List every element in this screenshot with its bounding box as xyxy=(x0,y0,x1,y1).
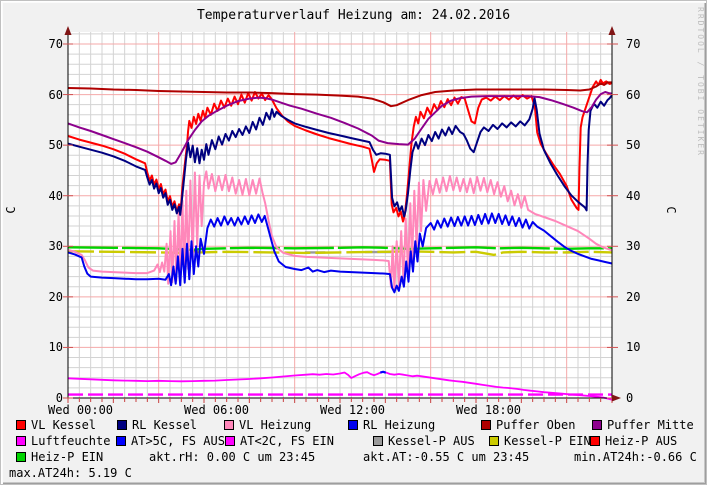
legend-swatch-icon xyxy=(592,420,602,430)
x-axis-arrow-icon xyxy=(612,394,621,402)
y-axis-tick-label-left: 0 xyxy=(55,391,63,405)
series-puffer-oben xyxy=(67,81,612,108)
y-axis-tick-label-left: 10 xyxy=(48,340,63,355)
legend-label: Heiz-P AUS xyxy=(605,434,678,448)
legend-label: Heiz-P EIN xyxy=(31,450,104,464)
legend-label: VL Heizung xyxy=(239,418,312,432)
legend-info-text: min.AT24h:-0.66 C xyxy=(574,450,697,464)
legend-swatch-icon xyxy=(348,420,358,430)
y-axis-tick-label-right: 70 xyxy=(626,37,641,51)
legend-swatch-icon xyxy=(224,420,234,430)
x-axis-tick-label: Wed 00:00 xyxy=(48,403,114,417)
legend-row: VL Kessel RL Kessel VL Heizung RL Heizung Pu… xyxy=(1,418,706,434)
legend-row: Luftfeuchte AT>5C, FS AUS AT<2C, FS EIN Kes… xyxy=(1,434,706,450)
legend-info-text: akt.rH: 0.00 C um 23:45 xyxy=(149,450,316,464)
series-rl-heizung xyxy=(67,212,613,294)
x-axis-tick-label: Wed 06:00 xyxy=(184,403,250,417)
y-axis-tick-label-right: 40 xyxy=(626,188,641,203)
y-axis-tick-label-left: 60 xyxy=(48,87,63,102)
y-axis-tick-label-right: 20 xyxy=(626,289,641,304)
legend-swatch-icon xyxy=(116,436,126,446)
y-axis-tick-label-left: 20 xyxy=(48,289,63,304)
legend-label: Kessel-P AUS xyxy=(388,434,475,448)
series-rl-kessel xyxy=(67,94,613,218)
y-axis-tick-label-right: 10 xyxy=(626,340,641,355)
legend-label: VL Kessel xyxy=(31,418,97,432)
legend-swatch-icon xyxy=(481,420,491,430)
y-axis-tick-label-right: 0 xyxy=(626,391,634,405)
series-vl-heizung xyxy=(67,170,613,290)
legend-label: AT>5C, FS AUS xyxy=(131,434,225,448)
legend-swatch-icon xyxy=(590,436,600,446)
legend-swatch-icon xyxy=(225,436,235,446)
legend-label: Puffer Mitte xyxy=(607,418,694,432)
legend-label: Puffer Oben xyxy=(496,418,576,432)
y-axis-tick-label-right: 30 xyxy=(626,239,641,254)
legend-label: AT<2C, FS EIN xyxy=(240,434,334,448)
y-axis-tick-label-right: 60 xyxy=(626,87,641,102)
y-axis-tick-label-left: 40 xyxy=(48,188,63,203)
legend-label: RL Heizung xyxy=(363,418,436,432)
legend-label: RL Kessel xyxy=(132,418,198,432)
chart-title: Temperaturverlauf Heizung am: 24.02.2016 xyxy=(196,8,511,23)
left-axis-arrow-icon xyxy=(64,26,72,35)
legend-swatch-icon xyxy=(16,436,26,446)
legend-swatch-icon xyxy=(489,436,499,446)
legend-info-text: max.AT24h: 5.19 C xyxy=(9,466,132,480)
y-axis-tick-label-left: 50 xyxy=(48,138,63,153)
legend-row: max.AT24h: 5.19 C xyxy=(1,466,706,482)
legend-row: Heiz-P EIN akt.rH: 0.00 C um 23:45 akt.AT:… xyxy=(1,450,706,466)
rrdtool-watermark: RRDTOOL / TOBI OETIKER xyxy=(696,7,705,157)
y-axis-tick-label-left: 70 xyxy=(48,37,63,51)
legend-swatch-icon xyxy=(373,436,383,446)
legend-swatch-icon xyxy=(16,452,26,462)
legend-info-text: akt.AT:-0.55 C um 23:45 xyxy=(363,450,530,464)
legend-swatch-icon xyxy=(16,420,26,430)
x-axis-tick-label: Wed 12:00 xyxy=(320,403,386,417)
series-at-5c-fs-aus xyxy=(379,370,387,374)
y-axis-tick-label-left: 30 xyxy=(48,239,63,254)
legend-label: Kessel-P EIN xyxy=(504,434,591,448)
series-puffer-mitte xyxy=(67,91,613,165)
y-axis-tick-label-right: 50 xyxy=(626,138,641,153)
legend-label: Luftfeuchte xyxy=(31,434,111,448)
legend-swatch-icon xyxy=(117,420,127,430)
x-axis-tick-label: Wed 18:00 xyxy=(456,403,522,417)
right-axis-arrow-icon xyxy=(608,26,616,35)
